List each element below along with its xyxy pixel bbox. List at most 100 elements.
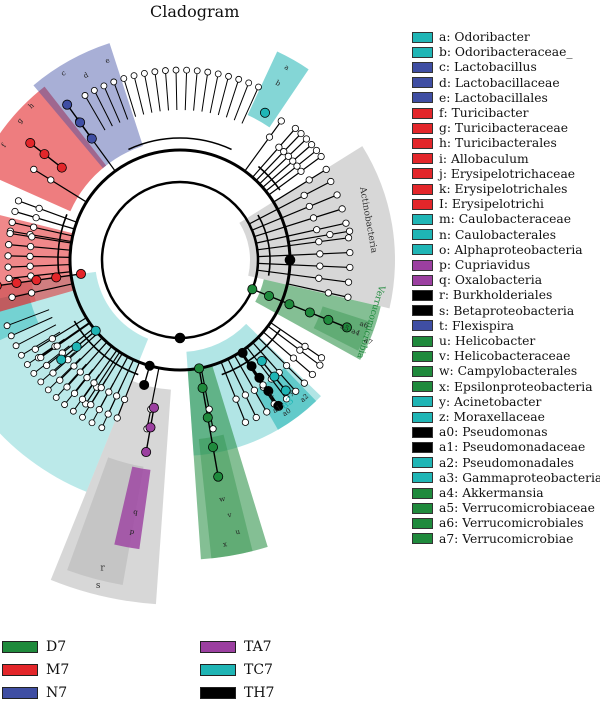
branch-line <box>267 325 321 366</box>
tree-node <box>316 262 324 270</box>
taxa-legend-item-j: j: Erysipelotrichaceae <box>412 167 575 181</box>
taxa-legend-label: I: Erysipelotrichi <box>439 197 544 212</box>
tree-leaf-node <box>344 234 353 242</box>
clade-highlight-bands <box>0 43 395 605</box>
branch-line <box>241 86 259 124</box>
tree-leaf-node <box>95 406 103 414</box>
branch-line <box>265 149 317 192</box>
branch-line <box>14 210 75 230</box>
tree-leaf-node <box>4 252 12 260</box>
tree-node <box>300 191 308 199</box>
tree-node <box>76 368 84 376</box>
clade-code-u: u <box>235 527 242 536</box>
group-swatch <box>200 641 236 653</box>
clade-code-q: q <box>133 508 139 517</box>
tree-node <box>90 379 98 387</box>
tree-node <box>121 395 129 404</box>
tree-leaf-node <box>245 79 253 87</box>
tree-node <box>35 204 43 212</box>
branch-line <box>46 327 95 366</box>
branch-line <box>12 221 73 237</box>
legend-swatch <box>412 365 433 377</box>
tree-leaf-node <box>225 72 232 80</box>
tree-leaf-node <box>338 205 346 213</box>
epsilon-biomarker-node <box>207 442 218 453</box>
legend-swatch <box>412 198 433 210</box>
legend-swatch <box>412 92 433 104</box>
tree-leaf-node <box>308 370 317 379</box>
tree-leaf-node <box>61 401 68 408</box>
caulobacter-biomarker-node <box>90 325 101 336</box>
group-legend-label: M7 <box>46 662 70 678</box>
branch-line <box>116 362 140 419</box>
legend-swatch <box>412 107 433 119</box>
tree-leaf-node <box>12 342 20 350</box>
pseudomonas-biomarker-node <box>263 385 274 396</box>
th7-node <box>174 332 186 344</box>
taxa-legend-label: r: Burkholderiales <box>439 288 553 303</box>
erysipelotrichi-biomarker-node <box>51 272 62 283</box>
taxa-legend-label: q: Oxalobacteria <box>439 273 543 288</box>
branch-line <box>59 337 103 381</box>
legend-swatch <box>412 411 433 423</box>
tree-leaf-node <box>8 218 16 227</box>
tree-node <box>297 167 305 175</box>
legend-swatch <box>412 183 433 195</box>
taxa-legend-item-a7: a7: Verrucomicrobiae <box>412 532 573 546</box>
branch-line <box>227 358 257 418</box>
taxa-legend-label: e: Lactobacillales <box>439 90 548 105</box>
legend-swatch <box>412 350 433 362</box>
branch-line <box>84 95 106 131</box>
branch-line <box>262 144 312 188</box>
branch-line <box>175 70 178 111</box>
tree-leaf-node <box>87 401 95 409</box>
clade-code-p: p <box>129 527 135 536</box>
taxa-legend-item-q: q: Oxalobacteria <box>412 273 542 287</box>
group-legend-item-d7: D7 <box>2 638 66 656</box>
tree-leaf-node <box>70 389 79 397</box>
clade-code-g: g <box>16 116 25 125</box>
tree-leaf-node <box>316 361 324 369</box>
pseudomonas-biomarker-node <box>246 361 257 372</box>
tree-leaf-node <box>263 408 271 416</box>
branch-line <box>270 322 322 359</box>
branch-line <box>18 200 77 223</box>
tree-leaf-node <box>44 386 52 394</box>
verrucomicrobia-biomarker-node <box>284 299 295 310</box>
tree-leaf-node <box>79 413 86 421</box>
branch-line <box>6 309 50 327</box>
cluster-arc <box>128 137 232 151</box>
burkholderiales-band <box>67 457 144 585</box>
branch-line <box>93 90 113 127</box>
branch-line <box>113 81 129 120</box>
branch-line <box>234 355 268 413</box>
lactobacillus-biomarker-node <box>86 133 97 144</box>
tree-leaf-node <box>282 395 291 403</box>
legend-swatch <box>412 457 433 469</box>
legend-swatch <box>412 426 433 438</box>
legend-swatch <box>412 335 433 347</box>
branch-line <box>184 70 188 111</box>
taxa-legend-label: a3: Gammaproteobacteria <box>439 470 600 485</box>
tree-leaf-node <box>344 278 353 286</box>
tree-node <box>326 230 334 239</box>
taxa-legend-item-a6: a6: Verrucomicrobiales <box>412 516 584 530</box>
legend-swatch <box>412 320 433 332</box>
taxa-legend-label: n: Caulobacterales <box>439 227 557 242</box>
legend-swatch <box>412 168 433 180</box>
tree-leaf-node <box>307 141 316 149</box>
taxa-legend-item-u: u: Helicobacter <box>412 334 535 348</box>
tree-leaf-node <box>162 67 169 74</box>
branch-line <box>82 349 118 400</box>
tree-leaf-node <box>209 425 217 433</box>
class-ring <box>100 180 260 340</box>
clade-code-e: e <box>104 56 111 65</box>
taxa-legend-label: a7: Verrucomicrobiae <box>439 531 574 546</box>
taxa-legend-item-w: w: Campylobacterales <box>412 364 577 378</box>
turicibacter-band <box>0 86 107 212</box>
taxa-legend-label: p: Cupriavidus <box>439 258 531 272</box>
taxa-legend-item-p: p: Cupriavidus <box>412 258 530 272</box>
cladogram-nodes <box>0 66 354 482</box>
branch-line <box>273 168 327 203</box>
legend-swatch <box>412 46 433 58</box>
